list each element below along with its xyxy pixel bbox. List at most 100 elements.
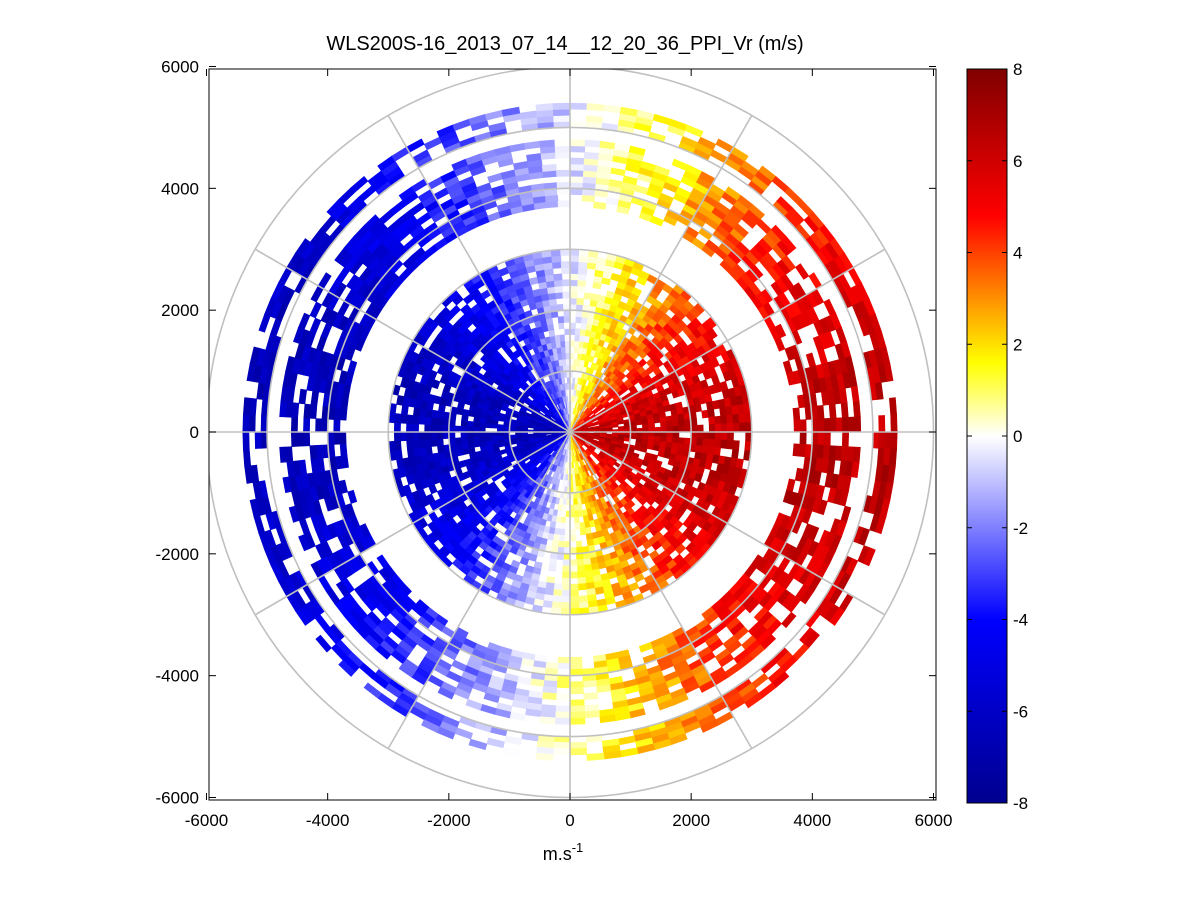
velocity-cell [497,424,505,429]
x-tick-label: 2000 [672,811,710,830]
velocity-cell [714,423,722,433]
velocity-cell [563,322,571,329]
velocity-cell [569,169,584,177]
azimuth-spoke [387,431,571,749]
velocity-cell [455,443,463,451]
velocity-cell [430,417,438,426]
velocity-cell [862,547,876,567]
velocity-cell [553,114,571,123]
velocity-cell [569,601,580,610]
velocity-cell [484,435,493,442]
velocity-cell [393,431,401,442]
velocity-cell [731,448,740,460]
velocity-cell [733,223,749,238]
velocity-cell [561,377,566,385]
velocity-cell [583,151,600,160]
velocity-cell [558,534,565,542]
velocity-cell [553,741,571,750]
velocity-cell [576,285,586,294]
y-tick-label: 6000 [161,58,199,77]
colorbar [967,69,1007,803]
x-axis-label-exponent: -1 [572,840,584,855]
velocity-cell [890,431,898,450]
velocity-cell [574,522,581,530]
velocity-cell [454,425,462,433]
velocity-cell [562,303,571,311]
velocity-cell [647,422,656,429]
velocity-cell [350,175,369,193]
velocity-cell [288,505,300,523]
velocity-cell [678,419,686,427]
velocity-cell [562,358,567,366]
velocity-cell [406,414,414,425]
velocity-cell [248,414,256,433]
velocity-cell [557,656,571,664]
velocity-cell [594,586,605,595]
velocity-cell [454,437,462,445]
y-tick-label: 4000 [161,179,199,198]
colorbar-tick-label: -2 [1013,519,1028,538]
velocity-cell [569,656,583,664]
velocity-cell [583,692,599,701]
velocity-cell [562,559,571,567]
velocity-cell [841,431,850,448]
velocity-cell [436,438,444,447]
velocity-cell [569,687,584,695]
velocity-cell [646,444,655,451]
velocity-cell [569,145,586,153]
velocity-cell [678,437,686,445]
velocity-cell [542,600,553,609]
velocity-cell [708,423,716,433]
azimuth-spoke [254,431,571,616]
velocity-cell [657,698,675,711]
azimuth-spoke [387,115,571,433]
velocity-cell [249,346,261,366]
velocity-cell [823,431,831,447]
velocity-cell [563,541,571,549]
velocity-cell [708,438,716,448]
velocity-cell [666,426,674,433]
velocity-cell [720,439,728,449]
velocity-cell [303,417,311,433]
velocity-cell [394,440,402,451]
velocity-cell [412,439,420,449]
y-tick-label: -4000 [156,667,199,686]
velocity-cell [799,419,807,433]
velocity-cell [249,498,261,518]
velocity-cell [569,285,578,293]
velocity-cell [816,404,825,420]
velocity-cell [556,681,571,689]
velocity-cell [394,413,402,424]
velocity-cell [672,431,680,439]
velocity-cell [569,328,576,336]
velocity-cell [298,388,308,405]
velocity-cell [781,611,797,629]
velocity-cell [799,587,815,605]
colorbar-tick-label: 2 [1013,335,1022,354]
velocity-cell [242,448,252,467]
velocity-cell [569,681,584,689]
velocity-cell [553,583,563,591]
velocity-cell [726,439,734,450]
velocity-cell [460,425,468,433]
velocity-cell [739,422,747,433]
velocity-cell [560,346,567,354]
velocity-cell [569,163,585,171]
x-tick-label: 4000 [793,811,831,830]
velocity-cell [829,417,837,433]
velocity-cell [315,418,323,433]
velocity-cell [393,422,401,433]
velocity-cell [578,601,589,609]
velocity-cell [573,504,579,512]
colorbar-tick-label: 4 [1013,244,1022,263]
velocity-cell [333,419,341,433]
velocity-cell [793,419,801,433]
colorbar-tick-label: 0 [1013,427,1022,446]
velocity-cell [817,431,825,446]
velocity-cell [890,414,898,433]
velocity-cell [817,418,825,433]
velocity-cell [883,363,894,382]
velocity-cell [500,478,510,487]
velocity-cell [714,431,722,441]
velocity-cell [573,510,580,518]
